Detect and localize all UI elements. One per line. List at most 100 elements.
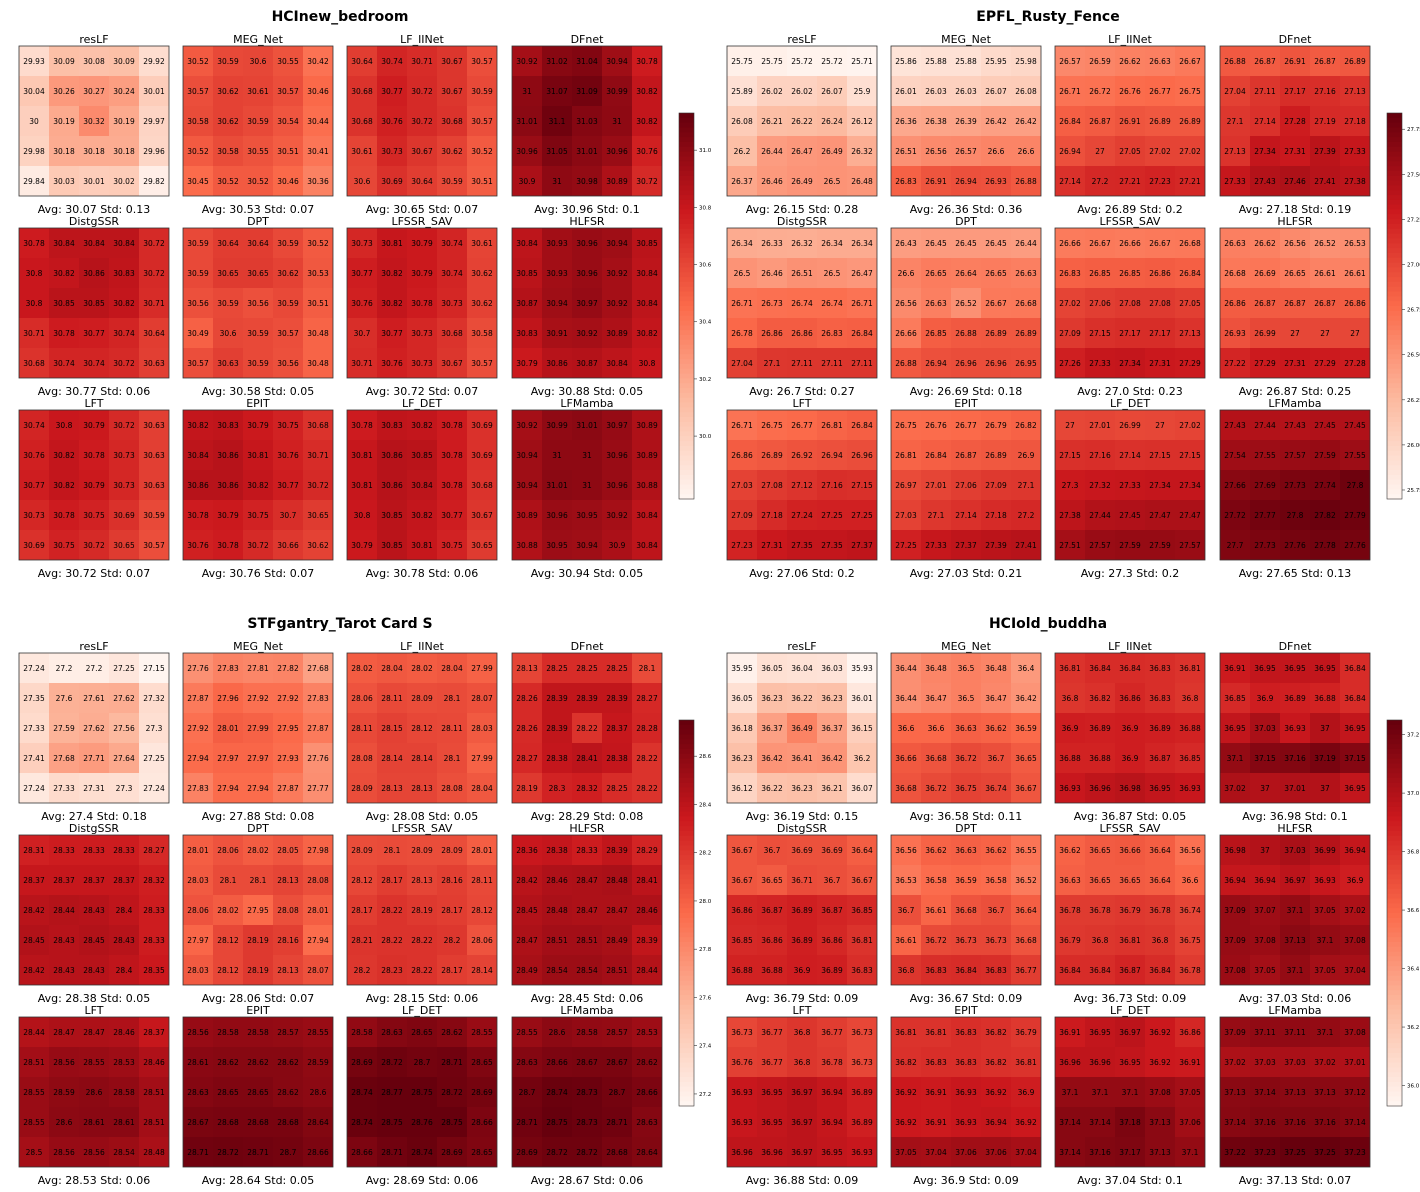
heatmap-frame — [1219, 834, 1371, 986]
heatmap-cell — [1145, 653, 1175, 683]
heatmap-cell — [49, 410, 79, 440]
heatmap-cell — [632, 1077, 662, 1107]
cell-value-label: 28.69 — [351, 1058, 373, 1067]
colorbar-segment — [679, 1009, 694, 1015]
heatmap-cell — [183, 1017, 213, 1047]
colorbar-segment — [679, 913, 694, 919]
cell-value-label: 28.72 — [576, 1148, 598, 1157]
heatmap-cell — [467, 713, 497, 743]
heatmap-cell — [1055, 743, 1085, 773]
cell-value-label: 36.68 — [1015, 936, 1037, 945]
heatmap-cell — [1055, 895, 1085, 925]
method-label: LFSSR_SAV — [392, 215, 453, 228]
cell-value-label: 30.89 — [636, 451, 658, 460]
colorbar-segment — [1387, 941, 1402, 948]
heatmap-cell — [757, 955, 787, 985]
cell-value-label: 30.86 — [217, 481, 239, 490]
cell-value-label: 35.95 — [731, 664, 753, 673]
heatmap-cell — [1055, 773, 1085, 803]
heatmap-cell — [347, 653, 377, 683]
cell-value-label: 26.87 — [955, 451, 977, 460]
cell-value-label: 30.57 — [187, 87, 209, 96]
cell-value-label: 27.15 — [1059, 451, 1081, 460]
cell-value-label: 36.21 — [821, 784, 843, 793]
cell-value-label: 28.13 — [381, 784, 403, 793]
cell-value-label: 30.52 — [307, 239, 329, 248]
heatmap-cell — [19, 1137, 49, 1167]
cell-value-label: 36.42 — [821, 754, 843, 763]
heatmap-cell — [891, 1017, 921, 1047]
cell-value-label: 28.11 — [381, 694, 403, 703]
colorbar-segment — [679, 826, 694, 832]
heatmap-cell — [632, 865, 662, 895]
colorbar-segment — [1387, 450, 1402, 457]
heatmap-cell — [512, 106, 542, 136]
cell-value-label: 26.63 — [1015, 269, 1037, 278]
cell-value-label: 28.1 — [639, 664, 656, 673]
heatmap-cell — [1145, 773, 1175, 803]
heatmap-cell — [79, 530, 109, 560]
cell-value-label: 30.67 — [441, 87, 463, 96]
cell-value-label: 36.86 — [761, 936, 783, 945]
cell-value-label: 30.94 — [516, 481, 538, 490]
cell-value-label: 30.78 — [83, 451, 105, 460]
cell-value-label: 27.37 — [851, 541, 873, 550]
cell-value-label: 36.89 — [1089, 724, 1111, 733]
heatmap-cell — [49, 683, 79, 713]
heatmap-cell — [1280, 288, 1310, 318]
colorbar-segment — [1387, 421, 1402, 428]
cell-value-label: 36.98 — [1224, 846, 1246, 855]
cell-value-label: 37.05 — [1254, 966, 1276, 975]
heatmap-cell — [981, 1137, 1011, 1167]
cell-value-label: 29.93 — [23, 57, 45, 66]
heatmap-cell — [891, 925, 921, 955]
heatmap-cell — [1175, 925, 1205, 955]
cell-value-label: 36.37 — [761, 724, 783, 733]
cell-value-label: 27.18 — [1344, 117, 1366, 126]
heatmap-cell — [632, 76, 662, 106]
cell-value-label: 27.18 — [761, 511, 783, 520]
heatmap-cell — [727, 683, 757, 713]
cell-value-label: 36.83 — [1149, 694, 1171, 703]
heatmap-cell — [542, 46, 572, 76]
cell-value-label: 28.04 — [471, 784, 493, 793]
cell-value-label: 36.53 — [895, 876, 917, 885]
cell-value-label: 28.2 — [354, 966, 371, 975]
cell-value-label: 27.14 — [955, 511, 977, 520]
colorbar-segment — [679, 859, 694, 866]
heatmap-cell — [49, 925, 79, 955]
cell-value-label: 27.02 — [1179, 421, 1201, 430]
heatmap-cell — [1250, 925, 1280, 955]
colorbar-segment — [1387, 1004, 1402, 1011]
heatmap-cell — [847, 955, 877, 985]
heatmap-cell — [1115, 410, 1145, 440]
heatmap-cell — [437, 348, 467, 378]
heatmap-cell — [377, 410, 407, 440]
method-label: LF_DET — [402, 397, 442, 410]
cell-value-label: 27.61 — [83, 694, 105, 703]
cell-value-label: 28.48 — [546, 906, 568, 915]
cell-value-label: 27.45 — [1314, 421, 1336, 430]
colorbar-segment — [1387, 277, 1402, 283]
cell-value-label: 27.25 — [143, 754, 165, 763]
method-label: EPIT — [246, 1004, 270, 1017]
cell-value-label: 30.57 — [187, 359, 209, 368]
heatmap-cell — [377, 228, 407, 258]
heatmap-cell — [951, 925, 981, 955]
cell-value-label: 36.8 — [794, 1058, 811, 1067]
heatmap-cell — [243, 835, 273, 865]
cell-value-label: 28.72 — [441, 1088, 463, 1097]
cell-value-label: 27.16 — [1089, 451, 1111, 460]
avg-std-label: Avg: 30.77 Std: 0.06 — [38, 385, 151, 398]
heatmap-cell — [213, 228, 243, 258]
heatmap-cell — [183, 106, 213, 136]
heatmap-cell — [1280, 865, 1310, 895]
method-label: LF_IINet — [1108, 640, 1152, 653]
colorbar-segment — [1387, 494, 1402, 500]
cell-value-label: 28.55 — [23, 1118, 45, 1127]
colorbar-segment — [679, 864, 694, 871]
colorbar-frame — [678, 719, 695, 1107]
cell-value-label: 27.72 — [1224, 511, 1246, 520]
cell-value-label: 36.77 — [1015, 966, 1037, 975]
